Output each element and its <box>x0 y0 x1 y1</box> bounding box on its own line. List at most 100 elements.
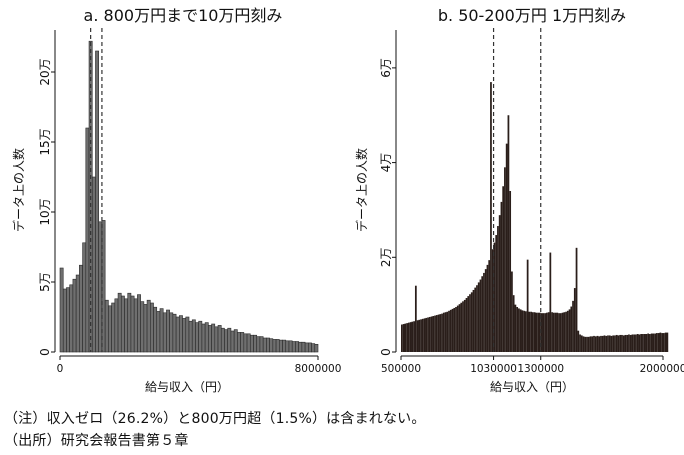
histogram-bar <box>552 312 555 352</box>
histogram-bar <box>224 329 229 353</box>
histogram-bar <box>451 308 454 352</box>
histogram-bar <box>406 323 408 352</box>
histogram-bar <box>442 312 445 352</box>
histogram-bar <box>624 334 627 352</box>
histogram-bar <box>505 143 508 352</box>
histogram-bar <box>633 334 636 352</box>
histogram-bar <box>465 298 468 352</box>
histogram-bar <box>498 215 501 352</box>
histogram-bar <box>272 339 277 353</box>
histogram-bar <box>521 310 524 352</box>
panel-b-title: b. 50-200万円 1万円刻み <box>438 6 626 25</box>
histogram-bar <box>469 294 471 352</box>
histogram-bar <box>137 294 141 353</box>
histogram-bar <box>614 335 616 352</box>
histogram-bar <box>416 320 419 352</box>
histogram-bar <box>214 326 219 353</box>
histogram-bar <box>556 312 559 352</box>
histogram-bar <box>441 313 443 352</box>
histogram-bar <box>621 334 623 352</box>
histogram-bar <box>69 284 74 353</box>
histogram-bar <box>446 311 449 352</box>
histogram-bar <box>573 288 576 352</box>
histogram-bar <box>661 333 663 352</box>
histogram-bar <box>483 272 485 352</box>
histogram-bar <box>285 340 290 353</box>
panel-a-y-axis-label: データ上の人数 <box>11 148 26 232</box>
histogram-bar <box>652 333 655 352</box>
histogram-bar <box>301 341 306 353</box>
histogram-bar <box>579 334 581 352</box>
histogram-bar <box>663 333 665 352</box>
histogram-bar <box>500 201 503 352</box>
histogram-bar <box>622 335 625 352</box>
histogram-bar <box>570 306 573 352</box>
histogram-bar <box>549 252 552 352</box>
histogram-bar <box>601 335 604 352</box>
histogram-bar <box>127 292 132 353</box>
histogram-bar <box>593 335 595 352</box>
histogram-bar <box>188 320 193 353</box>
panel-b-income-50-200: b. 50-200万円 1万円刻み データ上の人数 給与収入（円） 0 2万 4万 6… <box>354 6 684 394</box>
histogram-bar <box>275 339 280 353</box>
histogram-bar <box>558 313 560 352</box>
histogram-bar <box>528 311 531 352</box>
histogram-bar <box>526 259 529 352</box>
source-text: （出所）研究会報告書第５章 <box>4 433 189 449</box>
histogram-bar <box>179 315 183 353</box>
histogram-bar <box>631 334 634 352</box>
histogram-bar <box>418 319 421 352</box>
histogram-bar <box>612 335 615 352</box>
histogram-bar <box>166 309 170 353</box>
histogram-bar <box>304 342 309 353</box>
histogram-bar <box>266 337 270 353</box>
histogram-bar <box>79 264 83 353</box>
histogram-bar <box>535 312 538 352</box>
panel-b-reference-lines <box>492 28 542 352</box>
histogram-bar <box>628 334 630 352</box>
histogram-bar <box>488 260 491 352</box>
histogram-bar <box>514 304 517 352</box>
histogram-bar <box>504 167 506 352</box>
histogram-bar <box>217 325 222 353</box>
histogram-bar <box>246 333 251 353</box>
histogram-bar <box>519 309 522 352</box>
histogram-bar <box>101 220 106 353</box>
histogram-bar <box>120 295 125 353</box>
histogram-bar <box>124 298 129 353</box>
histogram-bar <box>516 307 519 352</box>
panel-a-reference-lines <box>90 28 103 352</box>
histogram-bar <box>615 334 618 352</box>
histogram-bar <box>220 327 225 353</box>
histogram-bar <box>407 322 410 352</box>
panel-b-y-axis-label: データ上の人数 <box>354 148 369 232</box>
histogram-bar <box>507 115 510 353</box>
histogram-bar <box>647 333 650 352</box>
histogram-bar <box>449 309 452 352</box>
histogram-bar <box>448 310 450 352</box>
histogram-bar <box>600 335 602 352</box>
panel-a-x-axis-label: 給与収入（円） <box>145 380 229 394</box>
histogram-bar <box>563 312 566 352</box>
histogram-bar <box>208 325 212 353</box>
histogram-bar <box>545 312 548 352</box>
histogram-bar <box>462 301 464 352</box>
histogram-bar <box>596 335 599 352</box>
histogram-bar <box>472 289 475 352</box>
histogram-bar <box>253 334 258 353</box>
histogram-bar <box>654 333 657 352</box>
x-tick-label: 2000000 <box>640 363 684 375</box>
histogram-bar <box>169 312 174 353</box>
histogram-bar <box>470 292 473 352</box>
histogram-bar <box>411 321 414 352</box>
histogram-bar <box>547 312 550 352</box>
y-tick-label: 4万 <box>379 153 393 173</box>
histogram-bar <box>227 327 232 353</box>
histogram-bar <box>104 299 109 353</box>
histogram-bar <box>638 334 641 352</box>
histogram-bar <box>640 334 643 352</box>
histogram-bar <box>427 317 429 352</box>
histogram-bar <box>249 334 254 353</box>
x-tick-label: 0 <box>57 363 64 375</box>
histogram-bar <box>230 330 235 353</box>
